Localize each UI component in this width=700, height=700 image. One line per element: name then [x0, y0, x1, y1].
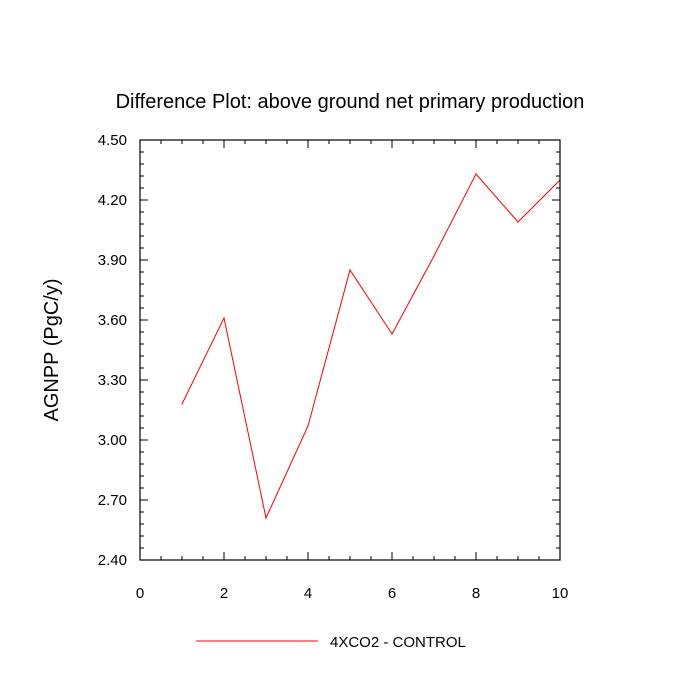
x-tick-label: 10	[552, 585, 569, 602]
y-axis-label: AGNPP (PgC/y)	[41, 279, 63, 422]
data-point	[391, 333, 393, 335]
data-point	[265, 517, 267, 519]
legend-label: 4XCO2 - CONTROL	[330, 634, 466, 651]
y-tick-label: 2.40	[98, 552, 127, 569]
x-tick-label: 6	[388, 585, 396, 602]
data-point	[433, 255, 435, 257]
data-point	[223, 317, 225, 319]
y-tick-label: 2.70	[98, 492, 127, 509]
x-tick-label: 0	[136, 585, 144, 602]
axis-ticks	[139, 139, 561, 561]
series-layer	[181, 173, 561, 520]
data-point	[475, 173, 477, 175]
y-tick-label: 4.20	[98, 192, 127, 209]
y-tick-label: 3.00	[98, 432, 127, 449]
x-tick-label: 8	[472, 585, 480, 602]
x-tick-label: 2	[220, 585, 228, 602]
legend: 4XCO2 - CONTROL	[196, 634, 466, 651]
chart-title: Difference Plot: above ground net primar…	[116, 91, 585, 113]
y-tick-label: 4.50	[98, 132, 127, 149]
data-point	[307, 425, 309, 427]
data-point	[517, 221, 519, 223]
series-line	[181, 173, 561, 520]
tick-labels: 0 2 4 6 8 10 2.40 2.70 3.00 3.30 3.60 3.90 4.20 4.50	[98, 132, 569, 602]
y-tick-label: 3.30	[98, 372, 127, 389]
plot-frame	[139, 139, 561, 561]
data-point	[181, 403, 183, 405]
x-tick-label: 4	[304, 585, 312, 602]
y-tick-label: 3.90	[98, 252, 127, 269]
data-point	[349, 269, 351, 271]
y-tick-label: 3.60	[98, 312, 127, 329]
